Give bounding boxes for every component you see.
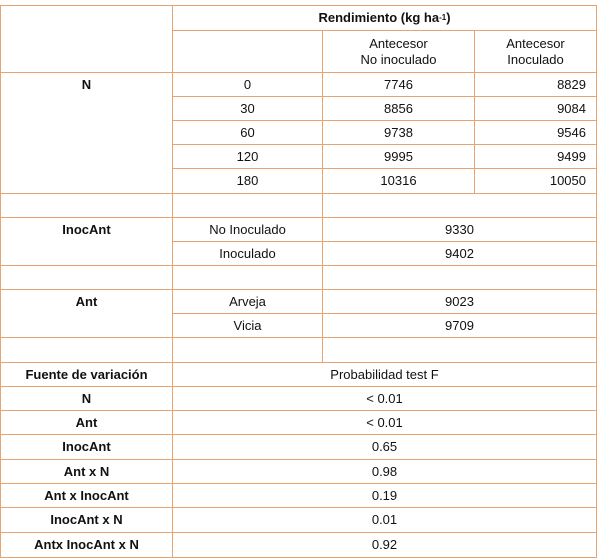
hline-8 — [0, 217, 597, 218]
vline-col1 — [172, 5, 173, 558]
col-header-inoculado-line2: Inoculado — [507, 51, 564, 67]
anova-p-value: < 0.01 — [366, 390, 403, 406]
anova-p-value: 0.98 — [371, 463, 398, 479]
anova-source: N — [81, 390, 92, 406]
hline-7 — [0, 193, 597, 194]
hline-19 — [0, 483, 597, 484]
n-no-inoc-value: 9995 — [384, 148, 413, 164]
n-no-inoc-value: 10316 — [380, 173, 417, 188]
col-header-inoculado-line1: Antecesor — [506, 35, 565, 51]
hline-12 — [172, 313, 597, 314]
hline-17 — [0, 434, 597, 435]
hline-9 — [172, 241, 597, 242]
n-no-inoc-value: 8856 — [384, 100, 413, 116]
hline-1 — [172, 30, 597, 31]
hline-4 — [172, 120, 597, 121]
ant-level-name: Vicia — [233, 317, 262, 333]
vline-col2-top — [322, 30, 323, 362]
hline-13 — [0, 337, 597, 338]
ant-level-value: 9709 — [445, 317, 474, 333]
inocant-factor-label: InocAnt — [62, 221, 111, 237]
n-dose: 60 — [240, 124, 255, 140]
hline-18 — [0, 459, 597, 460]
hline-2 — [0, 72, 597, 73]
anova-p-value: 0.65 — [371, 439, 398, 454]
anova-prob-header: Probabilidad test F — [330, 366, 439, 382]
anova-p-value: < 0.01 — [366, 414, 403, 430]
hline-15 — [0, 386, 597, 387]
anova-source: InocAnt x N — [50, 512, 123, 527]
inocant-level-value: 9330 — [445, 221, 474, 237]
ant-level-name: Arveja — [229, 293, 266, 309]
hline-16 — [0, 410, 597, 411]
hline-5 — [172, 144, 597, 145]
n-inoc-value: 9084 — [557, 100, 586, 116]
hline-10 — [0, 265, 597, 266]
yield-header-text: Rendimiento (kg ha — [318, 10, 440, 25]
anova-p-value: 0.19 — [371, 487, 398, 503]
n-dose: 0 — [243, 76, 252, 92]
col-header-inoculado: Antecesor Inoculado — [475, 31, 596, 72]
anova-p-value: 0.92 — [371, 537, 398, 552]
ant-level-value: 9023 — [445, 293, 474, 309]
anova-source-header: Fuente de variación — [25, 366, 148, 382]
inocant-level-value: 9402 — [445, 245, 474, 261]
n-factor-label: N — [81, 76, 92, 92]
anova-source: InocAnt — [62, 439, 111, 454]
anova-source: Ant x N — [63, 463, 110, 479]
hline-6 — [172, 168, 597, 169]
hline-20 — [0, 507, 597, 508]
hline-3 — [172, 96, 597, 97]
inocant-level-name: Inoculado — [219, 245, 276, 261]
hline-11 — [0, 289, 597, 290]
n-no-inoc-value: 9738 — [384, 124, 413, 140]
anova-p-value: 0.01 — [371, 512, 398, 527]
n-inoc-value: 8829 — [557, 76, 586, 92]
hline-21 — [0, 532, 597, 533]
col-header-no-inoculado-line2: No inoculado — [360, 51, 437, 67]
n-dose: 180 — [236, 173, 259, 188]
n-inoc-value: 9499 — [557, 148, 586, 164]
border-left — [0, 5, 1, 558]
n-inoc-value: 10050 — [549, 173, 586, 188]
anova-source: Ant — [75, 414, 98, 430]
col-header-no-inoculado-line1: Antecesor — [369, 35, 428, 51]
vline-col3-top — [474, 30, 475, 193]
border-top — [0, 5, 597, 6]
n-dose: 30 — [240, 100, 255, 116]
col-header-no-inoculado: Antecesor No inoculado — [323, 31, 474, 72]
n-dose: 120 — [236, 148, 259, 164]
yield-header-close: ) — [446, 10, 451, 25]
n-no-inoc-value: 7746 — [384, 76, 413, 92]
border-right — [596, 5, 597, 558]
n-inoc-value: 9546 — [557, 124, 586, 140]
anova-source: Ant x InocAnt — [44, 487, 129, 503]
yield-header: Rendimiento (kg ha -1) — [318, 10, 451, 25]
ant-factor-label: Ant — [75, 293, 98, 309]
anova-source: Antx InocAnt x N — [34, 537, 139, 552]
hline-14 — [0, 362, 597, 363]
inocant-level-name: No Inoculado — [209, 221, 286, 237]
